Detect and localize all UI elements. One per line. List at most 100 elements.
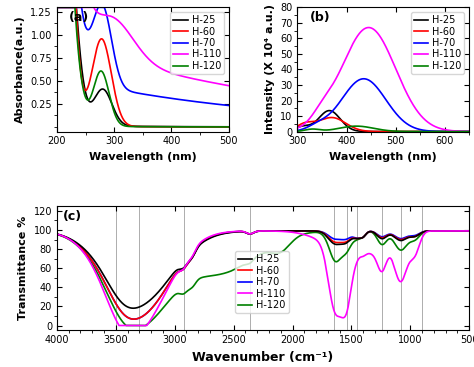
H-70 [462, 129, 467, 134]
H-120 [354, 124, 359, 128]
H-60 [395, 236, 401, 241]
H-120 [466, 229, 472, 233]
Line: H-120: H-120 [57, 7, 228, 127]
Y-axis label: Transmittance %: Transmittance % [18, 216, 28, 320]
H-110 [366, 25, 372, 30]
H-120 [221, 125, 227, 129]
H-120 [419, 231, 425, 236]
H-120 [189, 125, 195, 129]
H-120 [221, 125, 227, 129]
H-60 [374, 129, 379, 134]
Line: H-70: H-70 [57, 231, 469, 319]
H-110 [378, 36, 384, 40]
H-25 [308, 229, 314, 233]
H-60 [107, 289, 112, 294]
Line: H-25: H-25 [57, 7, 228, 127]
H-70 [294, 128, 301, 132]
Line: H-120: H-120 [298, 126, 469, 131]
H-70 [395, 236, 401, 240]
H-110 [107, 302, 112, 307]
H-70 [291, 229, 296, 233]
H-120 [54, 232, 60, 237]
H-25 [374, 129, 379, 134]
H-110 [189, 76, 195, 81]
H-70 [107, 289, 112, 294]
H-70 [466, 129, 472, 134]
H-120 [378, 127, 384, 132]
H-60 [131, 317, 137, 321]
Line: H-70: H-70 [298, 79, 469, 131]
H-110 [291, 230, 296, 235]
H-70 [303, 126, 309, 130]
Y-axis label: Intensity (X 10⁴ a.u.): Intensity (X 10⁴ a.u.) [264, 4, 274, 134]
H-60 [291, 229, 296, 233]
H-120 [294, 129, 301, 134]
H-25 [294, 126, 301, 130]
H-110 [466, 229, 472, 233]
H-25 [54, 5, 60, 10]
H-70 [137, 91, 143, 96]
X-axis label: Wavelength (nm): Wavelength (nm) [89, 152, 197, 162]
H-110 [462, 129, 467, 134]
Line: H-110: H-110 [57, 7, 228, 86]
H-70 [189, 99, 195, 103]
H-70 [131, 317, 137, 321]
Legend: H-25, H-60, H-70, H-110, H-120: H-25, H-60, H-70, H-110, H-120 [235, 251, 289, 313]
Text: (c): (c) [63, 210, 82, 223]
H-110 [303, 120, 309, 124]
H-110 [308, 235, 314, 239]
Line: H-110: H-110 [57, 231, 469, 326]
Line: H-60: H-60 [298, 117, 469, 131]
H-25 [62, 234, 68, 239]
H-70 [374, 85, 379, 89]
H-25 [221, 124, 227, 129]
H-70 [54, 5, 60, 10]
Legend: H-25, H-60, H-70, H-110, H-120: H-25, H-60, H-70, H-110, H-120 [410, 12, 465, 74]
H-60 [62, 235, 68, 239]
H-110 [374, 30, 379, 34]
H-70 [226, 103, 231, 108]
Line: H-25: H-25 [57, 231, 469, 308]
H-60 [294, 124, 301, 128]
H-25 [462, 129, 467, 134]
H-70 [62, 235, 68, 239]
Line: H-60: H-60 [57, 231, 469, 319]
H-110 [137, 47, 143, 51]
H-120 [395, 246, 401, 250]
H-110 [54, 232, 60, 236]
H-70 [308, 229, 314, 233]
H-25 [133, 124, 139, 128]
H-60 [226, 125, 231, 129]
H-25 [419, 230, 425, 235]
H-60 [419, 230, 425, 235]
H-25 [63, 5, 68, 10]
H-25 [430, 129, 436, 134]
H-120 [62, 235, 68, 240]
X-axis label: Wavelength (nm): Wavelength (nm) [329, 152, 437, 162]
H-120 [374, 127, 379, 131]
H-70 [63, 5, 68, 10]
H-60 [54, 5, 60, 10]
H-120 [466, 129, 472, 134]
H-110 [133, 41, 139, 46]
H-25 [189, 124, 195, 129]
H-60 [378, 129, 384, 134]
Line: H-60: H-60 [57, 7, 228, 127]
H-70 [419, 230, 425, 235]
H-120 [133, 124, 139, 129]
H-110 [395, 276, 401, 280]
H-70 [221, 103, 227, 107]
H-70 [221, 103, 227, 107]
H-110 [62, 235, 68, 239]
H-60 [308, 229, 314, 233]
H-25 [461, 129, 467, 134]
H-60 [430, 129, 436, 134]
H-60 [461, 129, 467, 134]
H-120 [143, 323, 148, 328]
H-70 [378, 91, 384, 95]
H-60 [466, 229, 472, 233]
H-120 [54, 5, 60, 10]
H-120 [303, 128, 309, 132]
H-60 [137, 124, 143, 129]
Line: H-110: H-110 [298, 28, 469, 131]
